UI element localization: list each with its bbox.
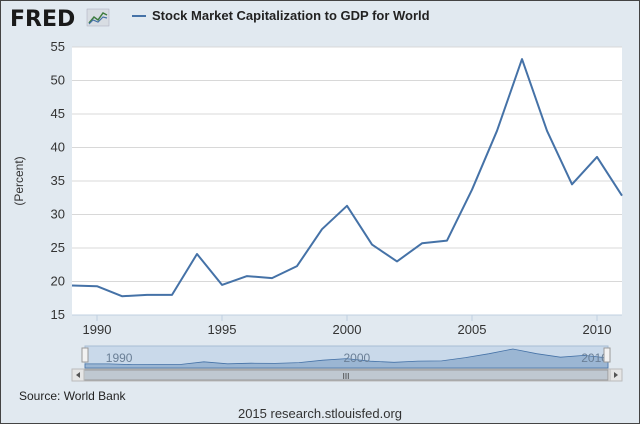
y-tick-label: 25 xyxy=(51,240,65,255)
data-point[interactable] xyxy=(569,181,575,187)
y-tick-label: 40 xyxy=(51,140,65,155)
navigator-handle-left[interactable] xyxy=(81,347,89,363)
scrollbar[interactable]: III xyxy=(71,368,623,382)
scrollbar-grip-icon: III xyxy=(343,372,350,381)
source-label: Source: World Bank xyxy=(19,389,126,403)
legend-label[interactable]: Stock Market Capitalization to GDP for W… xyxy=(152,8,430,23)
x-tick-label: 1995 xyxy=(208,322,237,337)
navigator-tick-label: 2000 xyxy=(344,351,371,365)
data-point[interactable] xyxy=(344,203,350,209)
navigator-tick-label: 2010 xyxy=(581,351,608,365)
data-point[interactable] xyxy=(519,56,525,62)
y-tick-label: 20 xyxy=(51,274,65,289)
y-axis: 15 20 25 30 35 40 45 50 55 xyxy=(51,39,65,322)
y-tick-label: 55 xyxy=(51,39,65,54)
data-point[interactable] xyxy=(244,273,250,279)
y-tick-label: 45 xyxy=(51,106,65,121)
navigator-handle-right[interactable] xyxy=(603,347,611,363)
data-point[interactable] xyxy=(169,292,175,298)
data-point[interactable] xyxy=(594,154,600,160)
footer-credit: 2015 research.stlouisfed.org xyxy=(238,406,402,421)
arrow-left-icon xyxy=(76,372,80,378)
fred-logo: FRED xyxy=(10,7,75,32)
series-layer xyxy=(69,56,625,299)
y-tick-label: 50 xyxy=(51,73,65,88)
series-line[interactable] xyxy=(71,58,623,298)
y-axis-label: (Percent) xyxy=(12,156,26,205)
navigator-ticks: 1990 2000 2010 xyxy=(106,351,608,365)
data-point[interactable] xyxy=(469,187,475,193)
data-point[interactable] xyxy=(394,258,400,264)
data-point[interactable] xyxy=(444,238,450,244)
navigator-tick-label: 1990 xyxy=(106,351,133,365)
x-axis: 1990 1995 2000 2005 2010 xyxy=(83,315,612,337)
data-point[interactable] xyxy=(619,193,625,199)
data-point[interactable] xyxy=(94,283,100,289)
data-point[interactable] xyxy=(219,282,225,288)
x-tick-label: 2010 xyxy=(583,322,612,337)
x-tick-label: 1990 xyxy=(83,322,112,337)
data-point[interactable] xyxy=(419,240,425,246)
data-point[interactable] xyxy=(319,226,325,232)
arrow-right-icon xyxy=(614,372,618,378)
x-tick-label: 2005 xyxy=(458,322,487,337)
data-point[interactable] xyxy=(294,263,300,269)
data-point[interactable] xyxy=(269,275,275,281)
x-tick-label: 2000 xyxy=(333,322,362,337)
gridlines xyxy=(72,46,622,316)
data-point[interactable] xyxy=(144,292,150,298)
chart-line-icon xyxy=(86,8,110,27)
navigator[interactable]: 1990 2000 2010 xyxy=(81,345,611,369)
data-point[interactable] xyxy=(369,242,375,248)
y-tick-label: 15 xyxy=(51,307,65,322)
data-point[interactable] xyxy=(194,251,200,257)
navigator-series xyxy=(84,348,609,369)
data-point[interactable] xyxy=(494,128,500,134)
data-point[interactable] xyxy=(119,293,125,299)
y-tick-label: 35 xyxy=(51,173,65,188)
data-point[interactable] xyxy=(69,283,75,289)
y-tick-label: 30 xyxy=(51,207,65,222)
data-point[interactable] xyxy=(544,128,550,134)
